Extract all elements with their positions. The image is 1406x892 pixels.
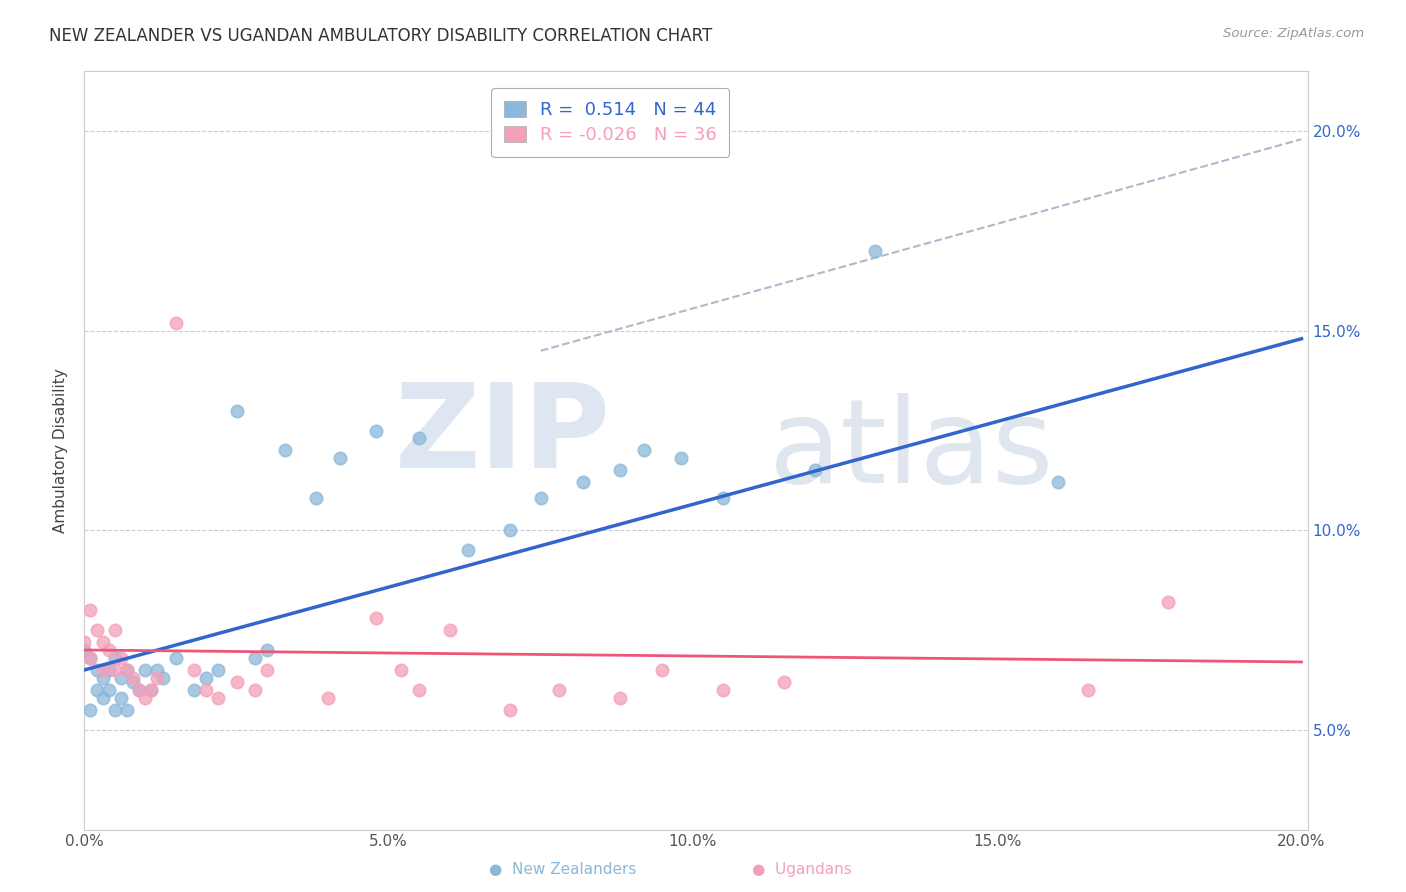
Point: [256, 643, 278, 657]
Point: [79, 603, 101, 617]
Point: [146, 663, 169, 677]
Point: [609, 690, 631, 705]
Legend: R =  0.514   N = 44, R = -0.026   N = 36: R = 0.514 N = 44, R = -0.026 N = 36: [491, 88, 730, 157]
Point: [207, 663, 229, 677]
Point: [548, 682, 571, 697]
Point: [530, 491, 553, 506]
Text: Source: ZipAtlas.com: Source: ZipAtlas.com: [1223, 27, 1364, 40]
Text: NEW ZEALANDER VS UGANDAN AMBULATORY DISABILITY CORRELATION CHART: NEW ZEALANDER VS UGANDAN AMBULATORY DISA…: [49, 27, 713, 45]
Point: [104, 663, 127, 677]
Point: [79, 651, 101, 665]
Point: [91, 690, 114, 705]
Point: [256, 663, 278, 677]
Point: [389, 663, 412, 677]
Point: [104, 651, 127, 665]
Point: [274, 443, 297, 458]
Point: [499, 703, 522, 717]
Point: [711, 682, 734, 697]
Point: [304, 491, 326, 506]
Point: [651, 663, 673, 677]
Text: ●  Ugandans: ● Ugandans: [752, 863, 851, 877]
Point: [115, 703, 138, 717]
Point: [104, 623, 127, 637]
Point: [225, 403, 247, 417]
Point: [669, 451, 692, 466]
Point: [865, 244, 887, 258]
Text: atlas: atlas: [769, 393, 1054, 508]
Point: [243, 651, 266, 665]
Point: [439, 623, 461, 637]
Point: [366, 424, 388, 438]
Point: [86, 623, 108, 637]
Point: [773, 674, 796, 689]
Point: [1077, 682, 1099, 697]
Text: ZIP: ZIP: [394, 378, 610, 492]
Point: [97, 663, 120, 677]
Point: [408, 432, 430, 446]
Point: [1156, 595, 1178, 609]
Point: [457, 543, 479, 558]
Point: [97, 682, 120, 697]
Point: [366, 611, 388, 625]
Point: [91, 635, 114, 649]
Point: [104, 703, 127, 717]
Point: [115, 663, 138, 677]
Point: [609, 463, 631, 477]
Text: ●  New Zealanders: ● New Zealanders: [489, 863, 636, 877]
Point: [316, 690, 339, 705]
Point: [86, 663, 108, 677]
Point: [91, 671, 114, 685]
Point: [1047, 475, 1070, 490]
Point: [183, 663, 205, 677]
Point: [165, 651, 187, 665]
Point: [86, 682, 108, 697]
Point: [128, 682, 150, 697]
Point: [110, 671, 132, 685]
Point: [141, 682, 163, 697]
Point: [79, 651, 101, 665]
Point: [329, 451, 352, 466]
Y-axis label: Ambulatory Disability: Ambulatory Disability: [53, 368, 69, 533]
Point: [97, 643, 120, 657]
Point: [128, 682, 150, 697]
Point: [633, 443, 655, 458]
Point: [91, 663, 114, 677]
Point: [152, 671, 174, 685]
Point: [110, 690, 132, 705]
Point: [146, 671, 169, 685]
Point: [134, 663, 156, 677]
Point: [122, 674, 145, 689]
Point: [79, 703, 101, 717]
Point: [165, 316, 187, 330]
Point: [711, 491, 734, 506]
Point: [803, 463, 825, 477]
Point: [141, 682, 163, 697]
Point: [207, 690, 229, 705]
Point: [195, 671, 218, 685]
Point: [183, 682, 205, 697]
Point: [243, 682, 266, 697]
Point: [408, 682, 430, 697]
Point: [73, 635, 96, 649]
Point: [73, 643, 96, 657]
Point: [134, 690, 156, 705]
Point: [572, 475, 595, 490]
Point: [499, 523, 522, 537]
Point: [115, 663, 138, 677]
Point: [195, 682, 218, 697]
Point: [110, 651, 132, 665]
Point: [225, 674, 247, 689]
Point: [122, 671, 145, 685]
